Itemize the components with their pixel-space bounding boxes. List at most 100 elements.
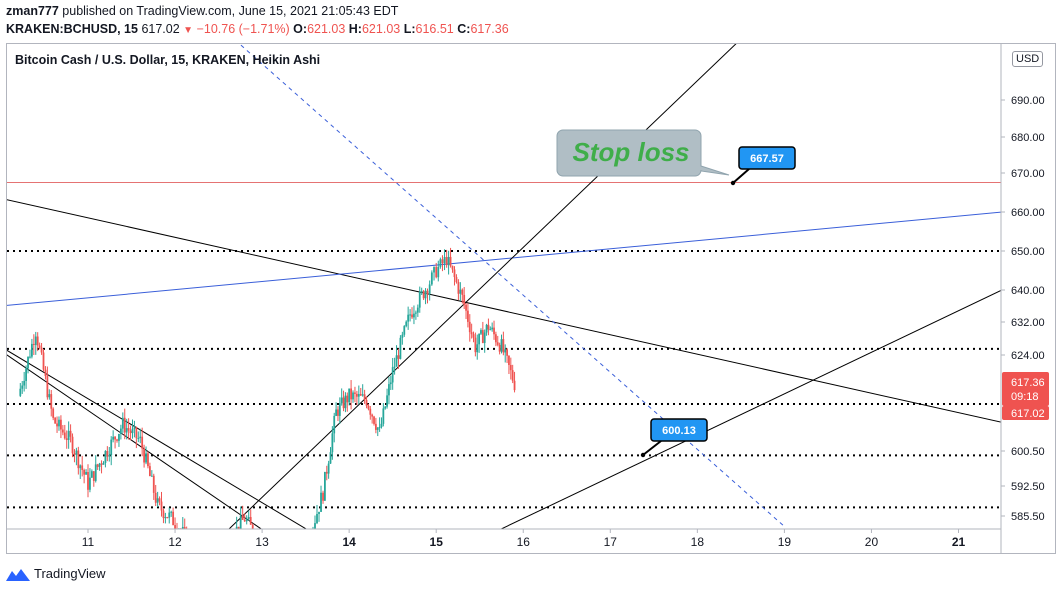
candle: [467, 303, 469, 328]
publish-info: zman777 published on TradingView.com, Ju…: [6, 4, 398, 18]
candle: [181, 517, 184, 529]
candle-body: [331, 433, 334, 453]
candle-body: [457, 282, 460, 294]
candle: [369, 405, 372, 420]
candle-body: [266, 552, 268, 554]
tradingview-logo-icon: [6, 568, 30, 581]
price-tick-label: 592.50: [1011, 481, 1045, 493]
candle: [188, 532, 190, 556]
candle-body: [493, 327, 495, 335]
candle: [414, 310, 417, 320]
candle-body: [369, 408, 372, 415]
candle: [133, 420, 136, 438]
candle-body: [430, 272, 433, 285]
candle: [397, 348, 400, 369]
price-tick-label: 660.00: [1011, 207, 1045, 219]
candle-body: [296, 568, 298, 582]
chart-frame[interactable]: [6, 43, 1056, 554]
candle-body: [367, 405, 370, 409]
candle: [513, 371, 516, 393]
candle: [413, 305, 415, 325]
candle-body: [75, 450, 78, 455]
candle: [102, 461, 105, 465]
ohlc-legend: KRAKEN:BCHUSD, 15 617.02 ▼ −10.76 (−1.71…: [6, 22, 509, 36]
candle-body: [333, 415, 336, 434]
candle-body: [106, 451, 109, 457]
candle-body: [355, 393, 358, 397]
candle: [96, 463, 99, 470]
candle: [106, 446, 109, 462]
candle-body: [178, 530, 180, 533]
candle: [208, 546, 210, 568]
candle-body: [143, 448, 145, 463]
candle: [508, 355, 510, 375]
candle-body: [29, 356, 31, 358]
candle-body: [346, 395, 349, 403]
candle-body: [152, 475, 155, 493]
candle: [335, 402, 337, 417]
candle: [204, 542, 206, 563]
candle-body: [220, 551, 222, 558]
candle-body: [337, 409, 339, 416]
candle: [79, 464, 82, 479]
candle: [371, 413, 374, 424]
candle: [447, 250, 450, 275]
candle-body: [46, 375, 49, 398]
candle: [300, 559, 302, 573]
candles: [19, 247, 516, 582]
candle-body: [90, 471, 93, 478]
candle-body: [73, 453, 76, 455]
candle: [422, 289, 425, 301]
candle: [416, 304, 419, 317]
candle-body: [188, 538, 190, 546]
candle-body: [222, 551, 224, 552]
candle-body: [79, 465, 82, 469]
time-tick-label: 13: [255, 535, 269, 549]
candle-body: [373, 416, 375, 424]
candle: [147, 451, 149, 469]
candle-body: [416, 307, 419, 313]
candle: [61, 425, 64, 436]
low-label: L:: [403, 22, 416, 36]
candle: [42, 349, 45, 372]
price-tick-label: 640.00: [1011, 285, 1045, 297]
candle-body: [251, 524, 254, 529]
candle: [89, 468, 91, 493]
candle: [399, 335, 402, 360]
candle: [322, 490, 324, 504]
candle-body: [172, 511, 175, 526]
candle: [388, 376, 390, 405]
candle-body: [60, 419, 62, 430]
candle: [306, 545, 308, 556]
candle: [264, 549, 266, 563]
candle: [280, 559, 282, 567]
candle-body: [422, 291, 425, 299]
candle-body: [40, 347, 43, 353]
price-tick-label: 650.00: [1011, 246, 1045, 258]
candle-body: [378, 427, 381, 429]
candle-body: [350, 388, 352, 400]
stop-loss-price-badge-pointer: [732, 168, 750, 184]
candle: [166, 516, 169, 519]
candle: [304, 546, 306, 570]
candle-body: [384, 406, 387, 409]
price-tick-label: 670.00: [1011, 168, 1045, 180]
candle: [123, 408, 126, 440]
author-name[interactable]: zman777: [6, 4, 59, 18]
candle: [110, 436, 113, 466]
candle-body: [465, 304, 467, 311]
currency-badge[interactable]: USD: [1012, 51, 1044, 67]
plot-area[interactable]: [1, 0, 1002, 590]
target-price-badge-box: [650, 418, 708, 442]
close-label: C:: [457, 22, 471, 36]
candle-body: [234, 540, 236, 544]
candle-body: [428, 284, 431, 294]
candle: [73, 449, 76, 463]
time-tick-label: 14: [342, 535, 356, 549]
candle-body: [506, 349, 508, 356]
candle: [374, 417, 377, 434]
footer-brand[interactable]: TradingView: [34, 566, 106, 581]
candle: [506, 348, 508, 364]
candle: [129, 425, 132, 441]
